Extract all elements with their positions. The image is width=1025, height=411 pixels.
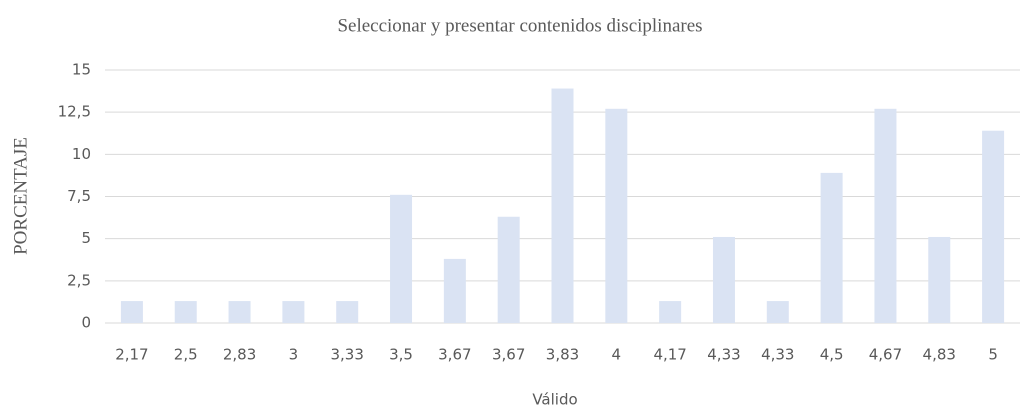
y-tick-label: 15 [72,61,91,79]
x-tick-label: 2,17 [115,346,148,364]
x-tick-label: 3,5 [389,346,413,364]
y-tick-label: 0 [81,314,91,332]
bar [928,236,951,323]
bar [874,108,897,323]
x-tick-label: 3,83 [546,346,579,364]
x-tick-label: 4,33 [761,346,794,364]
y-tick-label: 2,5 [67,271,91,289]
x-tick-label: 4,17 [653,346,686,364]
y-tick-label: 12,5 [58,103,91,121]
x-tick-label: 4,33 [707,346,740,364]
bar [605,108,628,323]
x-tick-label: 3 [289,346,299,364]
bar [336,301,359,323]
bar [982,130,1005,323]
y-axis-label: PORCENTAJE [10,137,31,255]
bar [551,88,574,323]
x-tick-label: 3,33 [331,346,364,364]
bar [282,301,305,323]
bar [228,301,251,323]
bar [766,301,789,323]
x-tick-label: 4,5 [820,346,844,364]
bar [712,236,735,323]
bar [120,301,143,323]
bar [174,301,197,323]
x-tick-label: 4 [612,346,622,364]
x-tick-label: 5 [988,346,998,364]
x-axis-label: Válido [532,391,577,409]
y-tick-label: 5 [81,229,91,247]
x-tick-label: 2,5 [174,346,198,364]
x-tick-label: 2,83 [223,346,256,364]
bar [443,258,466,323]
x-tick-label: 4,83 [923,346,956,364]
bar [390,194,413,323]
y-tick-label: 10 [72,145,91,163]
x-tick-label: 3,67 [438,346,471,364]
x-tick-label: 4,67 [869,346,902,364]
y-tick-label: 7,5 [67,187,91,205]
bar [659,301,682,323]
chart-title: Seleccionar y presentar contenidos disci… [337,15,702,36]
bar [497,216,520,323]
bar [820,172,843,323]
x-tick-label: 3,67 [492,346,525,364]
